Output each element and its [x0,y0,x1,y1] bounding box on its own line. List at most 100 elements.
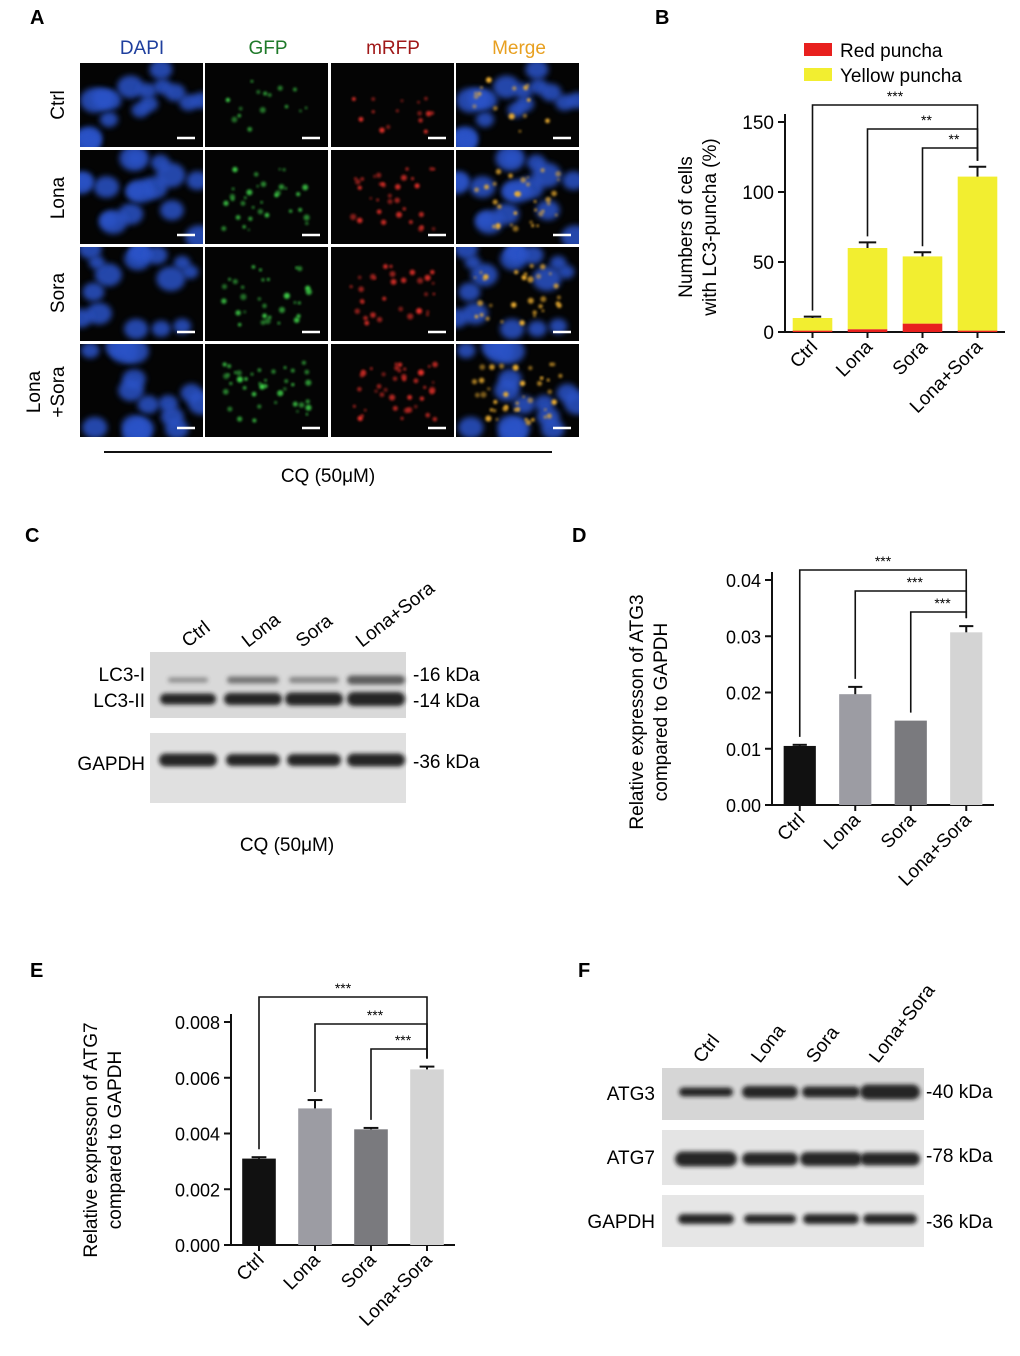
chart-e-significance-label: *** [335,980,352,996]
size-label-36kda-f: -36 kDa [926,1212,993,1233]
puncta-dot [518,129,522,133]
nucleus-icon [475,210,504,234]
puncta-dot [301,360,306,365]
puncta-dot [432,361,438,368]
puncta-dot [376,384,382,389]
chart-d-y-tick-label: 0.03 [726,627,761,647]
puncta-dot [237,114,241,118]
micrograph-content [352,361,438,422]
nucleus-icon [160,200,184,221]
nucleus-icon [145,247,168,265]
puncta-dot [264,212,270,218]
puncta-dot [260,181,267,187]
puncta-dot [360,177,364,181]
atg-band-r1-l3 [860,1152,920,1166]
puncta-dot [354,308,360,314]
puncta-dot [378,182,383,186]
nucleus-icon [500,318,525,340]
micrograph-content [456,344,579,437]
puncta-dot [414,183,420,189]
puncta-dot [431,381,435,384]
puncta-dot [256,184,259,188]
chart-d-y-axis-label: Relative expresson of ATG3 compared to GA… [627,594,672,829]
chart-b-y-tick-label: 150 [742,113,774,134]
puncta-dot [471,379,478,385]
puncta-dot [296,409,299,413]
puncta-dot [540,296,547,303]
micrograph-r0-c3 [456,63,579,147]
puncta-dot [260,201,263,204]
micrograph-r2-c0 [80,247,203,341]
puncta-dot [243,310,247,314]
micrograph-content [456,247,575,340]
puncta-dot [386,124,391,130]
puncta-dot [508,173,513,179]
row-label-lona: Lona [48,176,69,219]
puncta-dot [379,392,385,398]
chart-b-y-axis-label: Numbers of cells with LC3-puncha (%) [676,138,721,316]
puncta-dot [241,285,245,289]
nucleus-icon [469,176,496,198]
size-label-40kda: -40 kDa [926,1082,993,1103]
lc3-band-r1-l1 [224,693,282,705]
treatment-label-c: CQ (50μM) [240,835,334,856]
nucleus-icon [99,111,119,128]
puncta-dot [532,310,537,315]
puncta-dot [292,401,298,407]
puncta-dot [424,274,431,281]
atg-band-r2-l3 [863,1214,917,1224]
bands-c [159,675,405,767]
chart-e-bar [242,1158,276,1245]
micrograph-background [331,247,454,341]
panel-letter-a: A [30,7,44,29]
chart-e-x-tick-label: Lona [280,1249,325,1294]
puncta-dot [548,272,552,276]
band-label-atg7: ATG7 [607,1148,655,1169]
puncta-dot [485,77,492,83]
puncta-dot [527,276,534,283]
nucleus-icon [505,247,527,262]
lc3-band-r2-l0 [159,753,217,767]
puncta-dot [274,401,278,404]
puncta-dot [474,392,480,398]
puncta-dot [426,313,429,317]
puncta-dot [387,193,392,198]
puncta-dot [495,417,499,421]
chart-b-bar-red-puncha [902,323,943,332]
puncta-dot [235,310,241,316]
puncta-dot [419,396,425,401]
lc3-band-r0-l0 [168,677,208,683]
nucleus-icon [187,391,203,415]
nucleus-icon [119,150,150,172]
puncta-dot [303,214,310,221]
puncta-dot [370,312,376,318]
chart-b-x-tick-label: Lona [832,336,877,381]
puncta-dot [538,304,543,309]
puncta-dot [361,300,365,304]
nucleus-icon [458,282,481,302]
chart-d-bar [950,632,983,805]
puncta-dot [432,416,438,422]
nucleus-icon [456,308,469,328]
puncta-dot [474,91,478,95]
atg-band-r1-l0 [675,1151,737,1167]
chart-b-significance-label: ** [949,131,960,147]
puncta-dot [394,197,400,204]
size-label-14kda: -14 kDa [413,691,480,712]
chart-d-significance-bracket [909,611,968,713]
chart-e-y-axis-label-line: compared to GAPDH [105,1051,126,1229]
puncta-dot [225,97,231,103]
puncta-dot [382,296,387,301]
chart-b-bar-yellow-puncha [847,248,888,330]
puncta-dot [495,168,502,175]
nucleus-icon [540,83,562,102]
row-label-ctrl: Ctrl [48,90,69,120]
puncta-dot [304,106,308,110]
nucleus-icon [458,416,484,437]
puncta-dot [479,312,484,317]
puncta-dot [298,402,305,408]
puncta-dot [416,277,424,284]
nucleus-icon [119,344,149,364]
puncta-dot [299,109,302,113]
chart-b-legend-swatch [804,68,832,81]
